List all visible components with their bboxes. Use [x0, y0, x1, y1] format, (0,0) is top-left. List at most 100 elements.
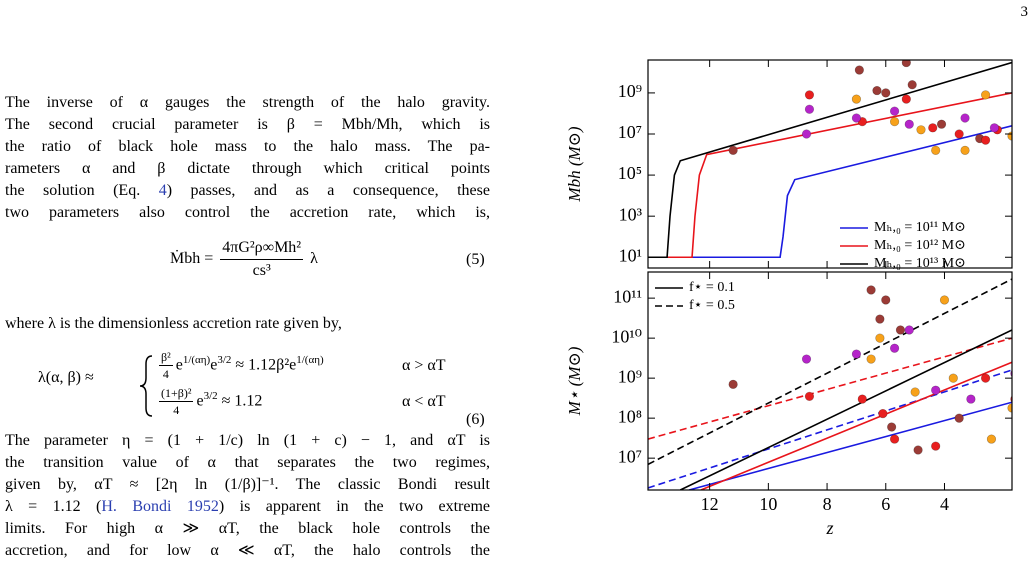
text: λ = 1.12 ( — [5, 498, 102, 515]
data-point — [931, 145, 941, 155]
y-tick-label: 10⁸ — [618, 406, 642, 426]
data-point — [931, 441, 941, 451]
numerator: (1+β)² — [159, 386, 194, 403]
legend-label: f⋆ = 0.5 — [689, 298, 735, 313]
plot-frame — [647, 271, 1013, 491]
plot-frame — [647, 59, 1013, 269]
exponent: 3/2 — [203, 390, 218, 402]
fraction: 4πG²ρ∞Mh² cs³ — [220, 238, 304, 281]
numerator: β² — [159, 350, 173, 367]
case-1: β² 4 e1/(αη)e3/2 ≈ 1.12β²e1/(αη) — [156, 350, 324, 381]
data-point — [910, 387, 920, 397]
data-point — [801, 129, 812, 139]
data-point — [875, 333, 885, 343]
data-point — [939, 295, 950, 305]
line — [648, 61, 1012, 259]
equation-link[interactable]: 4 — [158, 182, 167, 199]
data-point — [980, 373, 991, 383]
line — [679, 329, 1012, 490]
data-point — [866, 285, 876, 295]
data-point — [851, 113, 862, 123]
data-point — [980, 90, 991, 100]
x-tick-label: 10 — [759, 494, 777, 514]
line — [648, 278, 1012, 466]
term: ≈ 1.12 — [217, 392, 263, 410]
eq-rhs: λ — [310, 250, 318, 268]
line — [700, 361, 1012, 490]
term: e — [210, 356, 218, 374]
text-line: where λ is the dimensionless accretion r… — [5, 315, 342, 332]
page-number: 3 — [1020, 4, 1029, 20]
equation-number: (6) — [466, 411, 485, 428]
data-point — [928, 123, 938, 133]
condition: α > αT — [402, 357, 446, 374]
y-axis-label: Mbh (M⊙) — [565, 126, 584, 202]
text-line: two parameters also control the accretio… — [5, 204, 490, 221]
term: ≈ 1.12β²e — [231, 356, 297, 374]
data-point — [728, 145, 738, 155]
eq-lhs: Ṁbh = — [170, 250, 214, 268]
term: e — [196, 392, 204, 410]
y-tick-label: 10¹⁰ — [611, 326, 642, 346]
data-point — [954, 413, 964, 423]
data-point — [901, 60, 911, 68]
citation-link[interactable]: H. Bondi 1952 — [101, 498, 219, 515]
data-point — [889, 106, 900, 116]
exponent: 1/(αη) — [296, 354, 324, 366]
data-point — [801, 354, 812, 364]
data-point — [931, 385, 941, 395]
case-2: (1+β)² 4 e3/2 ≈ 1.12 — [156, 386, 262, 417]
text-line: λ = 1.12 (H. Bondi 1952) is apparent in … — [5, 497, 490, 517]
y-tick-label: 10³ — [619, 204, 643, 224]
data-point — [936, 119, 947, 129]
text: the solution (Eq. — [5, 182, 159, 199]
y-tick-label: 10⁷ — [618, 446, 642, 466]
data-point — [986, 434, 997, 444]
data-point — [1007, 403, 1012, 413]
equation-number: (5) — [466, 251, 485, 268]
x-axis-label: z — [825, 518, 833, 538]
x-tick-label: 12 — [701, 494, 719, 514]
data-point — [881, 295, 891, 305]
fraction: β² 4 — [159, 350, 173, 381]
line — [688, 401, 1012, 490]
data-point — [804, 90, 815, 100]
data-point — [889, 434, 900, 444]
text-line: rameters α and β dictate through which c… — [5, 160, 490, 177]
fraction: (1+β)² 4 — [159, 386, 194, 418]
data-point — [881, 88, 891, 98]
data-point — [980, 135, 991, 145]
data-point — [889, 117, 900, 127]
line — [648, 125, 1012, 259]
data-point — [948, 373, 958, 383]
data-point — [875, 314, 885, 324]
legend-label: f⋆ = 0.1 — [689, 280, 735, 295]
text-line: The inverse of α gauges the strength of … — [5, 94, 490, 111]
data-point — [804, 391, 815, 401]
legend-label: Mₕ,₀ = 10¹² M⊙ — [874, 238, 966, 253]
y-tick-label: 10¹¹ — [613, 286, 642, 306]
exponent: 1/(αη) — [182, 354, 211, 366]
data-point — [851, 349, 862, 359]
data-point — [901, 94, 911, 104]
data-point — [989, 123, 999, 133]
text-line: The second crucial parameter is β = Mbh/… — [5, 116, 490, 133]
data-point — [895, 325, 906, 335]
line — [648, 337, 1012, 440]
data-point — [960, 145, 970, 155]
data-point — [804, 104, 815, 114]
data-point — [954, 129, 964, 139]
data-point — [872, 85, 882, 96]
term: e — [175, 356, 183, 374]
plot-area — [648, 278, 1012, 490]
numerator: 4πG²ρ∞Mh² — [220, 238, 304, 260]
y-tick-label: 10⁷ — [618, 122, 642, 142]
legend-label: Mₕ,₀ = 10¹¹ M⊙ — [874, 220, 966, 235]
text-line: the solution (Eq. 4) passes, and as a co… — [5, 181, 490, 201]
data-point — [878, 408, 888, 419]
denominator: 4 — [173, 403, 180, 418]
y-tick-label: 10⁹ — [618, 81, 642, 101]
text: ) is apparent in the two extreme — [218, 498, 491, 515]
data-point — [887, 422, 897, 432]
